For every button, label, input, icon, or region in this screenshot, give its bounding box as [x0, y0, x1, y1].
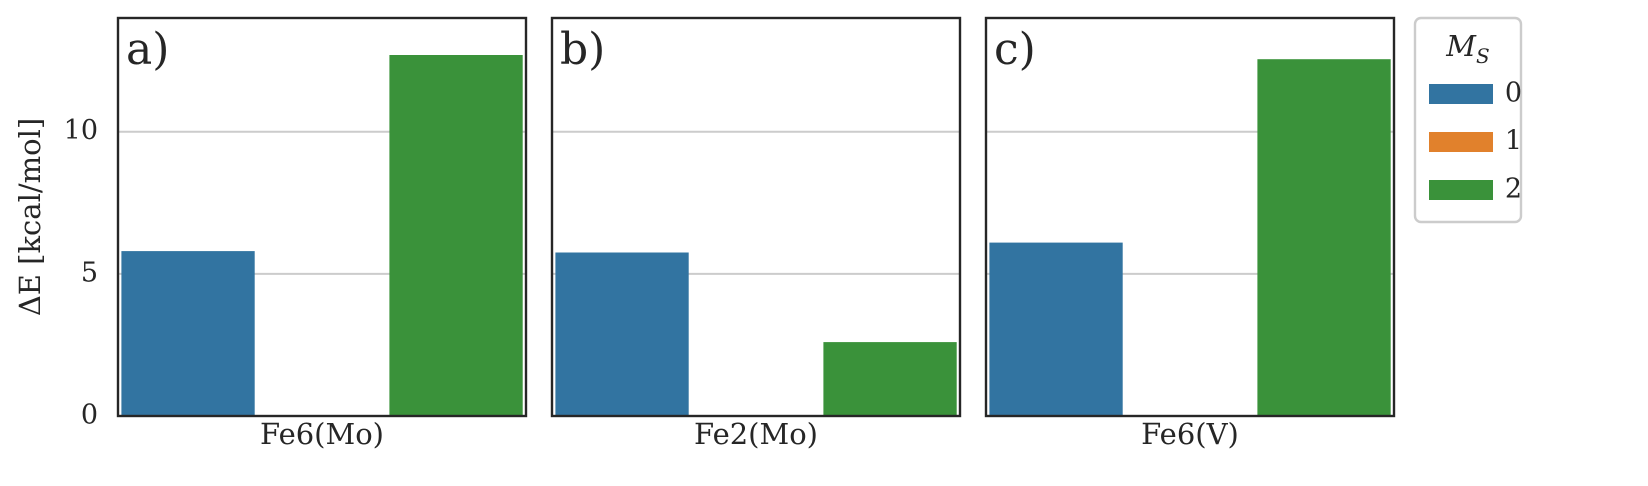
panels: a) Fe6(Mo) 0 5 10 b) Fe2(Mo) c) Fe6(V) [64, 16, 1396, 451]
panel-1: a) Fe6(Mo) 0 5 10 [64, 16, 528, 451]
legend-swatch-2 [1429, 180, 1493, 200]
bar-Fe6(Mo)-ms0 [121, 251, 255, 416]
bar-Fe6(Mo)-ms2 [389, 55, 523, 416]
legend-label-0: 0 [1505, 78, 1522, 109]
panel-frame [550, 16, 962, 418]
y-tick-label: 10 [64, 115, 98, 146]
panel-2: b) Fe2(Mo) [550, 16, 962, 451]
y-axis-title: ΔE [kcal/mol] [13, 118, 47, 316]
legend-label-2: 2 [1505, 174, 1522, 205]
panel-frame [984, 16, 1396, 418]
legend-title-main: M [1445, 29, 1477, 63]
legend-title-sub: S [1476, 44, 1490, 68]
panel-3: c) Fe6(V) [984, 16, 1396, 451]
x-tick-label: Fe2(Mo) [694, 417, 818, 451]
panel-frame [116, 16, 528, 418]
legend-frame [1413, 16, 1523, 224]
legend-swatch-1 [1429, 132, 1493, 152]
bar-Fe2(Mo)-ms2 [823, 342, 957, 416]
panel-letter: b) [560, 24, 605, 75]
bar-Fe2(Mo)-ms0 [555, 252, 689, 416]
x-tick-label: Fe6(Mo) [260, 417, 384, 451]
y-tick-label: 0 [81, 400, 98, 431]
legend-label-1: 1 [1505, 126, 1522, 157]
panel-letter: c) [994, 24, 1036, 75]
panel-letter: a) [126, 24, 169, 75]
bar-Fe6(V)-ms0 [989, 242, 1123, 416]
y-tick-label: 5 [81, 257, 98, 288]
legend-swatch-0 [1429, 84, 1493, 104]
x-tick-label: Fe6(V) [1141, 417, 1239, 451]
legend-title: MS [1445, 29, 1489, 68]
bar-Fe6(V)-ms2 [1257, 59, 1391, 416]
